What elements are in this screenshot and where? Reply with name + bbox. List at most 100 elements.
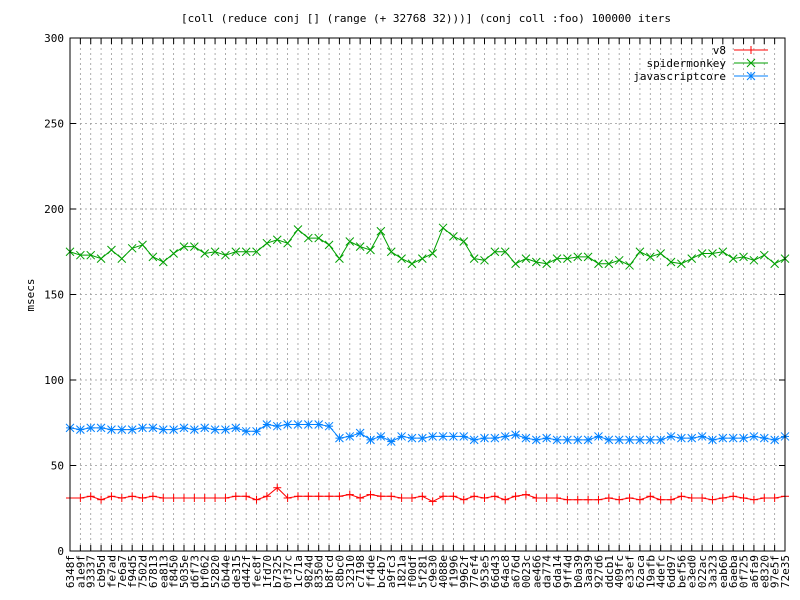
- data-point-javascriptcore: [355, 428, 365, 438]
- data-point-javascriptcore: [96, 423, 106, 433]
- data-point-javascriptcore: [770, 435, 779, 445]
- data-point-javascriptcore: [718, 433, 728, 443]
- data-point-v8: [490, 492, 499, 501]
- data-point-v8: [107, 492, 116, 501]
- data-point-javascriptcore: [158, 425, 168, 434]
- data-point-javascriptcore: [511, 430, 520, 440]
- data-point-spidermonkey: [708, 249, 717, 258]
- data-point-v8: [345, 490, 354, 499]
- x-tick-label: e33ef: [624, 555, 637, 588]
- data-point-javascriptcore: [252, 426, 261, 436]
- x-tick-label: bef56: [675, 555, 688, 588]
- data-point-spidermonkey: [728, 254, 738, 263]
- data-point-v8: [470, 492, 479, 501]
- data-point-javascriptcore: [293, 420, 303, 429]
- data-point-v8: [677, 492, 686, 501]
- data-point-v8: [407, 493, 416, 502]
- data-point-javascriptcore: [697, 432, 707, 441]
- data-point-javascriptcore: [262, 420, 272, 429]
- chart-title: [coll (reduce conj [] (range (+ 32768 32…: [181, 12, 671, 25]
- data-point-v8: [749, 495, 758, 504]
- data-point-javascriptcore: [189, 425, 199, 434]
- data-point-spidermonkey: [563, 254, 572, 263]
- data-point-javascriptcore: [739, 433, 748, 443]
- data-point-javascriptcore: [666, 432, 676, 441]
- y-tick-label: 250: [44, 118, 64, 131]
- data-point-v8: [376, 492, 385, 501]
- data-point-spidermonkey: [107, 245, 116, 255]
- data-point-v8: [604, 493, 613, 502]
- x-tick-label: 6aeba: [727, 555, 740, 588]
- data-point-spidermonkey: [241, 247, 251, 257]
- data-point-javascriptcore: [521, 433, 531, 443]
- data-point-v8: [439, 492, 448, 501]
- data-point-v8: [760, 493, 769, 502]
- x-tick-label: ea813: [157, 555, 170, 588]
- x-tick-label: 77ef4: [468, 555, 481, 588]
- data-point-spidermonkey: [345, 237, 355, 246]
- data-point-v8: [76, 493, 85, 502]
- data-point-javascriptcore: [148, 423, 158, 433]
- data-point-spidermonkey: [252, 247, 261, 257]
- data-point-spidermonkey: [469, 254, 479, 263]
- data-point-spidermonkey: [666, 257, 676, 267]
- x-tick-label: 6b44e: [219, 555, 232, 588]
- data-point-v8: [553, 493, 562, 502]
- data-point-javascriptcore: [645, 435, 655, 445]
- data-point-javascriptcore: [459, 432, 469, 441]
- data-point-spidermonkey: [221, 250, 230, 260]
- data-point-spidermonkey: [677, 259, 686, 269]
- x-tick-label: bc4b7: [375, 555, 388, 588]
- data-point-spidermonkey: [386, 247, 396, 257]
- x-tick-label: 5035e: [178, 555, 191, 588]
- data-point-javascriptcore: [376, 432, 386, 441]
- data-point-spidermonkey: [573, 252, 583, 262]
- series-line-spidermonkey: [69, 226, 786, 267]
- x-tick-label: cb95d: [95, 555, 108, 588]
- data-point-v8: [511, 492, 520, 501]
- x-tick-label: 927d6: [592, 555, 605, 588]
- data-point-spidermonkey: [531, 257, 541, 267]
- data-point-spidermonkey: [148, 252, 158, 262]
- x-tick-label: 8350d: [313, 555, 326, 588]
- data-point-javascriptcore: [127, 425, 137, 434]
- data-point-javascriptcore: [563, 435, 572, 445]
- x-tick-label: 7502d: [137, 555, 150, 588]
- legend-marker-javascriptcore: [746, 71, 756, 81]
- data-point-v8: [418, 492, 427, 501]
- y-tick-label: 100: [44, 374, 64, 387]
- data-point-spidermonkey: [293, 225, 303, 234]
- y-axis-label: msecs: [24, 278, 37, 311]
- data-point-v8: [356, 493, 365, 502]
- data-point-spidermonkey: [552, 254, 562, 263]
- data-point-javascriptcore: [231, 423, 241, 433]
- x-tick-label: f8450: [168, 555, 181, 588]
- x-tick-label: 97e5f: [769, 555, 782, 588]
- data-point-javascriptcore: [677, 433, 686, 443]
- x-axis: 6348fa1e9f93337cb95dfe7ad7e6a7f94d57502d…: [64, 38, 792, 588]
- data-point-javascriptcore: [386, 437, 396, 446]
- x-tick-label: ae466: [530, 555, 543, 588]
- data-point-v8: [698, 493, 707, 502]
- x-tick-label: a6fa9: [748, 555, 761, 588]
- data-point-spidermonkey: [397, 254, 406, 263]
- legend-marker-spidermonkey: [746, 58, 756, 68]
- data-point-v8: [708, 495, 717, 504]
- data-point-v8: [718, 493, 727, 502]
- data-point-v8: [615, 495, 624, 504]
- data-point-spidermonkey: [272, 235, 282, 245]
- x-tick-label: da774: [541, 555, 554, 588]
- x-tick-label: 6348f: [64, 555, 77, 588]
- data-point-v8: [739, 493, 748, 502]
- data-point-spidermonkey: [449, 232, 458, 241]
- data-point-javascriptcore: [272, 421, 282, 431]
- data-point-spidermonkey: [749, 255, 759, 265]
- x-tick-label: 409fc: [613, 555, 626, 588]
- data-point-javascriptcore: [625, 435, 634, 445]
- data-point-spidermonkey: [335, 254, 344, 263]
- data-point-javascriptcore: [335, 433, 344, 443]
- data-point-v8: [169, 493, 178, 502]
- data-point-javascriptcore: [107, 425, 116, 434]
- data-point-v8: [86, 492, 95, 501]
- x-tick-label: 1fd70: [261, 555, 274, 588]
